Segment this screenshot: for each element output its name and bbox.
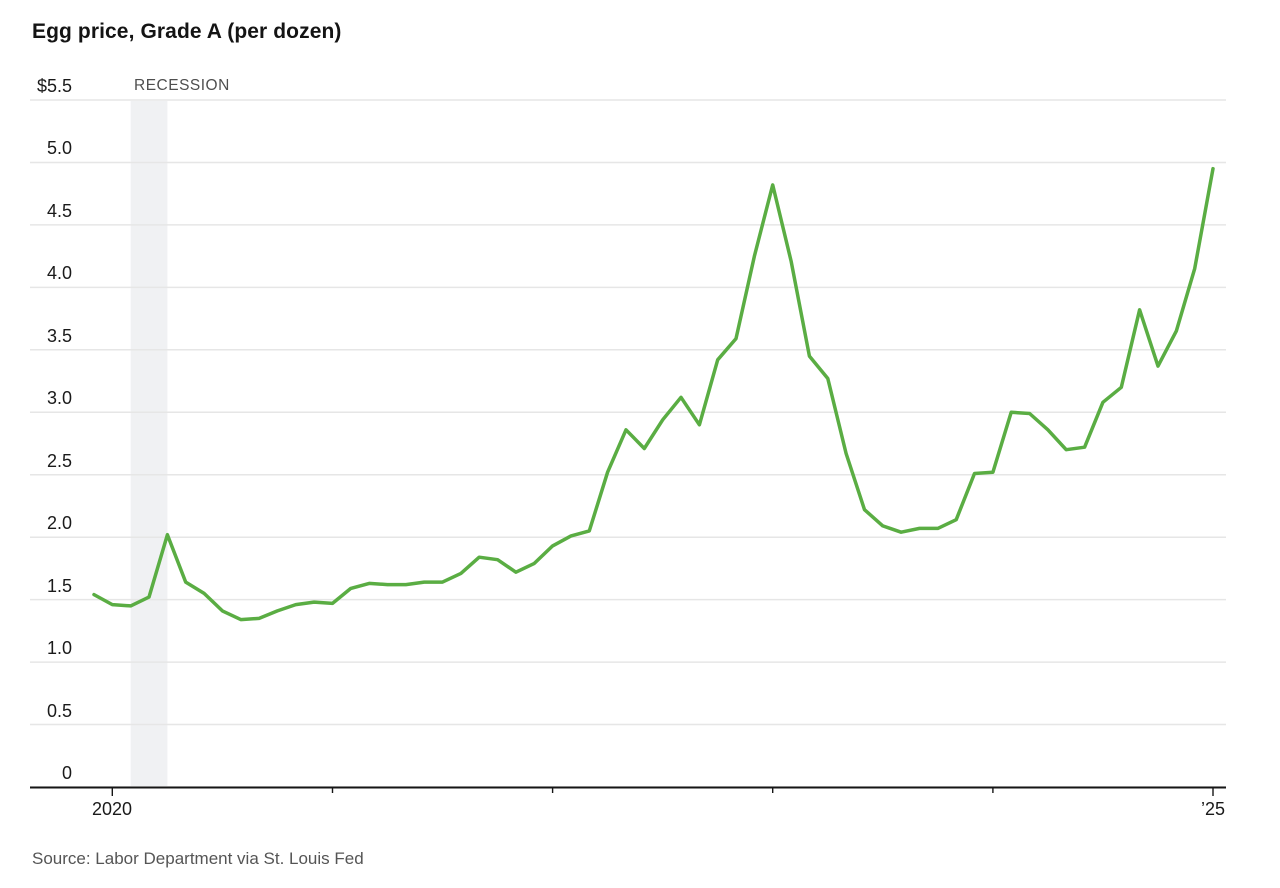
egg-price-line xyxy=(92,166,1215,622)
chart-title: Egg price, Grade A (per dozen) xyxy=(32,20,342,43)
y-axis-label: 2.5 xyxy=(46,451,72,471)
y-axis-label: 3.5 xyxy=(46,326,72,346)
y-axis-label: 3.0 xyxy=(46,388,72,408)
y-axis-label: $5.5 xyxy=(36,76,72,96)
x-axis-label: 2020 xyxy=(91,799,133,819)
y-axis-label: 4.5 xyxy=(46,201,72,221)
y-axis-label: 0.5 xyxy=(46,701,72,721)
source-note: Source: Labor Department via St. Louis F… xyxy=(32,849,364,868)
y-axis-label: 1.0 xyxy=(46,638,72,658)
recession-label: RECESSION xyxy=(134,77,230,94)
x-axis-label: ’25 xyxy=(1200,799,1226,819)
year-tick-marks xyxy=(111,788,1214,796)
y-axis-label: 0 xyxy=(61,763,72,783)
y-axis-label: 5.0 xyxy=(46,138,72,158)
y-axis-label: 2.0 xyxy=(46,513,72,533)
y-axis-label: 4.0 xyxy=(46,263,72,283)
recession-band xyxy=(130,101,168,786)
gridlines xyxy=(30,99,1226,788)
y-axis-label: 1.5 xyxy=(46,576,72,596)
